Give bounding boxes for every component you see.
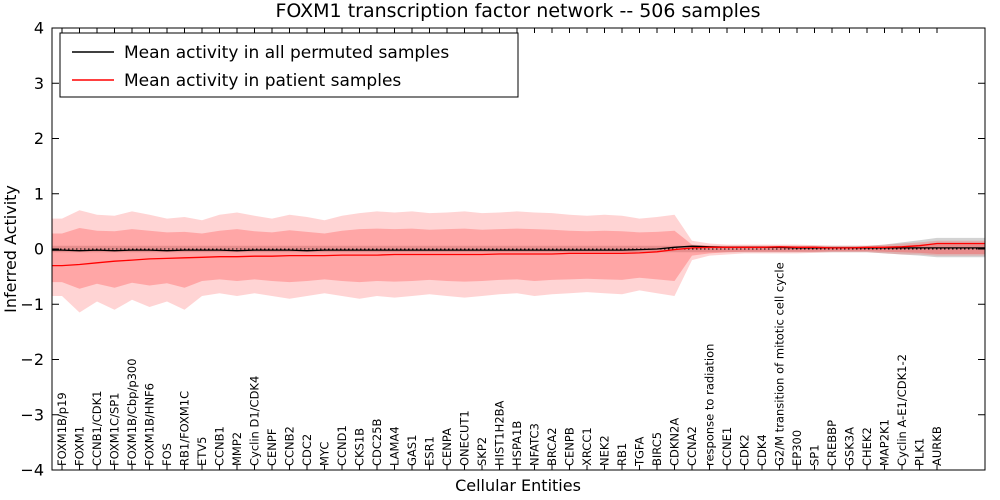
y-tick-label: 1 [34,184,44,203]
x-tick-label: SP1 [808,444,822,466]
x-tick-label: SKP2 [475,437,489,466]
axis-layer: −4 −3 −2 −1 0 1 2 3 4 [20,19,985,480]
x-tick-label: RB1 [615,443,629,466]
x-tick-label: NFATC3 [528,423,542,466]
x-tick-label: CENPA [440,428,454,466]
chart-title: FOXM1 transcription factor network -- 50… [275,0,760,22]
x-tick-label: EP300 [790,430,804,466]
x-tick-label: FOXM1B/HNF6 [143,383,157,466]
x-tick-label: CENPF [265,429,279,466]
x-tick-label: RB1/FOXM1C [178,391,192,466]
x-tick-label: GSK3A [843,427,857,466]
legend-label-permuted: Mean activity in all permuted samples [124,43,449,63]
legend-label-patient: Mean activity in patient samples [124,71,401,91]
x-tick-label: NEK2 [598,435,612,466]
y-tick-label: −2 [20,350,44,369]
x-tick-label: MMP2 [230,432,244,466]
permuted-range-band [52,237,985,258]
x-tick-label: FOXM1C/SP1 [108,392,122,466]
xlabels-layer: FOXM1B/p19 FOXM1 CCNB1/CDK1 FOXM1C/SP1 FOXM1… [55,262,944,467]
x-tick-label: CDC2 [300,434,314,466]
x-tick-label: CKS1B [353,428,367,466]
y-tick-label: 3 [34,74,44,93]
x-tick-label: CCNE1 [720,427,734,466]
x-tick-label: HIST1H2BA [493,400,507,466]
x-tick-label: MAP2K1 [878,419,892,466]
x-tick-label: CDK2 [738,434,752,466]
x-tick-label: PLK1 [913,438,927,466]
x-tick-label: CDKN2A [668,418,682,466]
x-tick-label: CCNB2 [283,426,297,466]
x-tick-label: G2/M transition of mitotic cell cycle [773,262,787,466]
x-tick-label: Cyclin A-E1/CDK1-2 [895,354,909,466]
x-tick-label: BIRC5 [650,432,664,466]
x-tick-label: FOXM1B/Cbp/p300 [125,358,139,466]
y-axis-label: Inferred Activity [1,185,20,313]
x-tick-label: Cyclin D1/CDK4 [248,376,262,466]
patient-inner-band [52,228,985,289]
x-tick-label: BRCA2 [545,427,559,466]
x-tick-label: MYC [318,442,332,466]
x-tick-label: CDK4 [755,434,769,466]
x-tick-label: XRCC1 [580,427,594,466]
y-tick-label: 4 [34,19,44,38]
x-tick-label: CENPB [563,427,577,466]
x-tick-label: CCND1 [335,425,349,466]
x-tick-label: ETV5 [195,437,209,466]
x-tick-label: CCNB1 [213,426,227,466]
y-tick-label: −4 [20,461,44,480]
x-tick-label: FOXM1B/p19 [55,392,69,466]
y-tick-label: −1 [20,295,44,314]
y-tick-label: 0 [34,240,44,259]
x-tick-label: CCNA2 [685,426,699,466]
patient-outer-band [52,210,985,313]
mean-patient-line [52,242,985,267]
x-tick-label: CDC25B [370,418,384,466]
x-tick-label: GAS1 [405,435,419,466]
x-tick-label: ONECUT1 [458,410,472,466]
bands-layer [52,210,985,313]
x-tick-label: FOS [160,443,174,466]
y-tick-label: 2 [34,129,44,148]
x-axis-label: Cellular Entities [455,476,581,495]
x-tick-label: FOXM1 [73,426,87,466]
x-tick-label: response to radiation [703,344,717,466]
y-tick-label: −3 [20,405,44,424]
x-tick-label: CHEK2 [860,427,874,466]
x-tick-label: CREBBP [825,420,839,466]
x-tick-label: TGFA [633,437,647,467]
x-tick-label: ESR1 [423,436,437,466]
legend: Mean activity in all permuted samples Me… [59,32,519,98]
lines-layer [52,242,985,267]
x-tick-label: HSPA1B [510,421,524,466]
x-tick-label: AURKB [930,426,944,466]
legend-box [59,32,519,98]
x-tick-label: LAMA4 [388,426,402,466]
x-tick-label: CCNB1/CDK1 [90,391,104,467]
